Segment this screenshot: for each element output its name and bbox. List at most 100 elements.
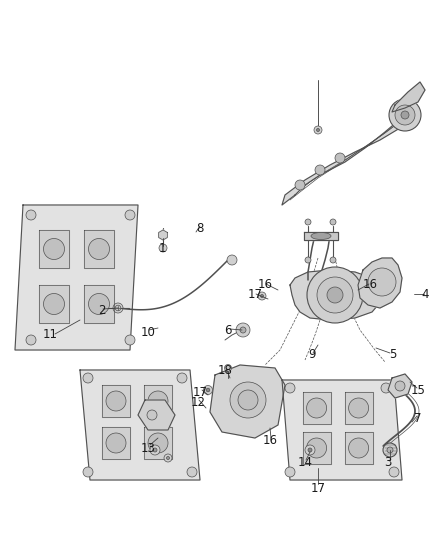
Polygon shape — [358, 258, 402, 308]
Circle shape — [261, 295, 264, 297]
Circle shape — [317, 128, 319, 132]
Text: 15: 15 — [410, 384, 425, 397]
Text: 16: 16 — [363, 279, 378, 292]
Circle shape — [307, 398, 327, 418]
Circle shape — [106, 433, 126, 453]
Circle shape — [295, 180, 305, 190]
Polygon shape — [345, 392, 373, 424]
Text: 12: 12 — [191, 395, 205, 408]
Polygon shape — [304, 232, 338, 240]
Circle shape — [387, 447, 393, 453]
Circle shape — [177, 373, 187, 383]
Circle shape — [305, 257, 311, 263]
Text: 10: 10 — [141, 326, 155, 338]
Circle shape — [395, 381, 405, 391]
Circle shape — [88, 294, 110, 314]
Circle shape — [187, 467, 197, 477]
Text: 17: 17 — [247, 288, 262, 302]
Polygon shape — [102, 385, 130, 417]
Polygon shape — [84, 285, 114, 323]
Text: 16: 16 — [262, 433, 278, 447]
Circle shape — [230, 382, 266, 418]
Circle shape — [330, 257, 336, 263]
Text: 3: 3 — [384, 456, 392, 469]
Circle shape — [83, 373, 93, 383]
Circle shape — [125, 335, 135, 345]
Text: 7: 7 — [414, 411, 422, 424]
Polygon shape — [345, 432, 373, 464]
Circle shape — [206, 388, 210, 392]
Circle shape — [401, 111, 409, 119]
Circle shape — [204, 385, 212, 394]
Circle shape — [308, 448, 312, 452]
Circle shape — [153, 448, 157, 452]
Circle shape — [88, 238, 110, 260]
Circle shape — [148, 433, 168, 453]
Circle shape — [227, 255, 237, 265]
Polygon shape — [210, 365, 285, 438]
Circle shape — [43, 238, 64, 260]
Circle shape — [307, 267, 363, 323]
Polygon shape — [303, 432, 331, 464]
Circle shape — [314, 126, 322, 134]
Circle shape — [148, 391, 168, 411]
Circle shape — [317, 277, 353, 313]
Circle shape — [125, 210, 135, 220]
Circle shape — [225, 365, 232, 372]
Text: 5: 5 — [389, 349, 397, 361]
Polygon shape — [39, 230, 69, 268]
Polygon shape — [80, 370, 200, 480]
Polygon shape — [282, 380, 402, 480]
Text: 13: 13 — [141, 441, 155, 455]
Circle shape — [335, 153, 345, 163]
Polygon shape — [39, 285, 69, 323]
Circle shape — [330, 219, 336, 225]
Circle shape — [305, 445, 315, 455]
Circle shape — [307, 438, 327, 458]
Circle shape — [26, 210, 36, 220]
Circle shape — [368, 268, 396, 296]
Circle shape — [164, 454, 172, 462]
Circle shape — [349, 398, 369, 418]
Polygon shape — [290, 270, 380, 320]
Text: 14: 14 — [297, 456, 312, 469]
Text: 8: 8 — [196, 222, 204, 235]
Circle shape — [238, 390, 258, 410]
Circle shape — [166, 456, 170, 459]
Circle shape — [106, 391, 126, 411]
Polygon shape — [159, 230, 167, 240]
Text: 9: 9 — [308, 349, 316, 361]
Circle shape — [389, 99, 421, 131]
Circle shape — [381, 383, 391, 393]
Text: 2: 2 — [98, 303, 106, 317]
Text: 18: 18 — [218, 364, 233, 376]
Text: 4: 4 — [421, 288, 429, 302]
Polygon shape — [282, 100, 415, 205]
Text: 1: 1 — [158, 241, 166, 254]
Circle shape — [285, 383, 295, 393]
Text: 17: 17 — [192, 385, 208, 399]
Circle shape — [43, 294, 64, 314]
Polygon shape — [303, 392, 331, 424]
Polygon shape — [138, 400, 175, 430]
Circle shape — [150, 445, 160, 455]
Polygon shape — [84, 230, 114, 268]
Circle shape — [113, 303, 123, 313]
Circle shape — [285, 467, 295, 477]
Circle shape — [349, 438, 369, 458]
Polygon shape — [102, 427, 130, 459]
Circle shape — [305, 219, 311, 225]
Polygon shape — [15, 205, 138, 350]
Circle shape — [395, 105, 415, 125]
Circle shape — [383, 443, 397, 457]
Circle shape — [147, 410, 157, 420]
Circle shape — [159, 244, 167, 252]
Text: 11: 11 — [42, 328, 57, 342]
Circle shape — [240, 327, 246, 333]
Polygon shape — [392, 82, 425, 112]
Ellipse shape — [311, 232, 331, 239]
Polygon shape — [144, 427, 172, 459]
Polygon shape — [388, 374, 412, 398]
Circle shape — [389, 467, 399, 477]
Circle shape — [26, 335, 36, 345]
